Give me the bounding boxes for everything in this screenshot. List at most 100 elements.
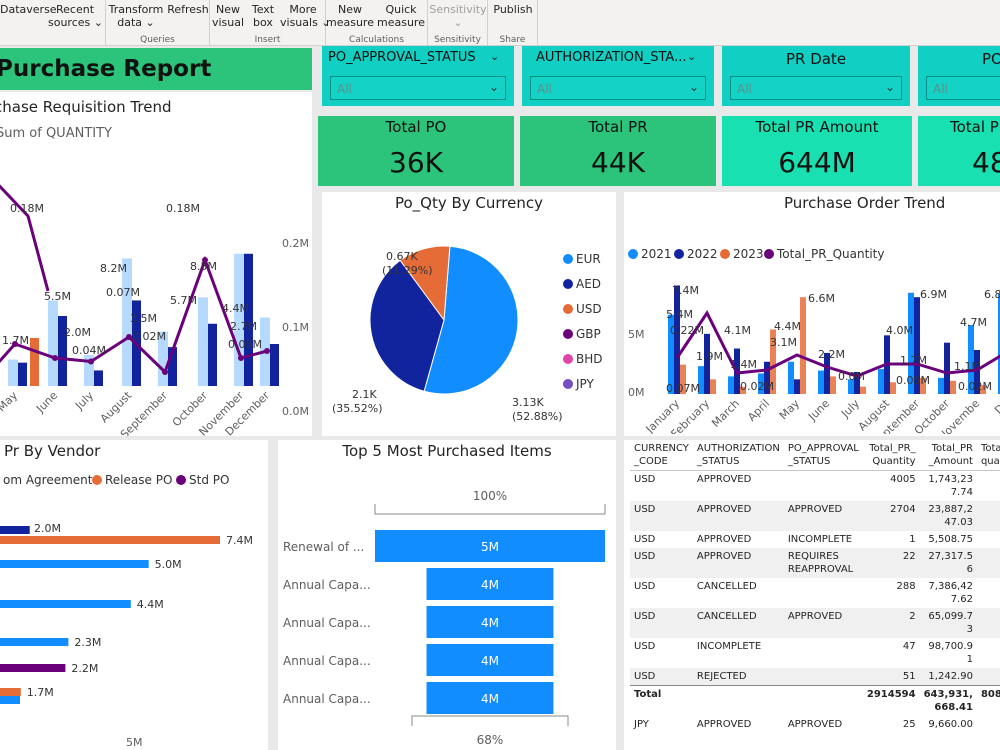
bar bbox=[950, 380, 956, 394]
top-items-card[interactable]: Top 5 Most Purchased Items 100% 5M Renewal… bbox=[278, 440, 616, 750]
ribbon-button[interactable]: Publish bbox=[493, 3, 533, 16]
table-cell: USD bbox=[634, 581, 656, 592]
slicer-dropdown[interactable]: All ⌄ bbox=[730, 76, 902, 100]
slicer-dropdown[interactable]: All ⌄ bbox=[530, 76, 706, 100]
legend-marker bbox=[563, 304, 573, 314]
line-point bbox=[12, 341, 18, 347]
data-label: 2.7M bbox=[230, 320, 257, 333]
table-row[interactable]: USD CANCELLED APPROVED 2 65,099.7 3 bbox=[630, 608, 1000, 638]
chevron-down-icon[interactable]: ⌄ bbox=[687, 50, 697, 63]
line-point bbox=[52, 355, 58, 361]
bar bbox=[974, 350, 980, 394]
legend-item: om Agreement bbox=[3, 473, 93, 487]
bar bbox=[270, 344, 279, 386]
table-row[interactable]: JPY APPROVED APPROVED 25 9,660.00 bbox=[630, 716, 1000, 733]
ribbon-button[interactable]: New measure bbox=[326, 3, 374, 29]
table-row[interactable]: USD APPROVED APPROVED 2704 23,887,2 47.03 bbox=[630, 501, 1000, 531]
slicer-po-approval-status[interactable]: PO_APPROVAL_STATUS ⌄ All ⌄ bbox=[322, 46, 514, 106]
bar bbox=[818, 370, 824, 394]
table-header-row[interactable]: CURRENCY _CODE AUTHORIZATION _STATUS PO_AP… bbox=[630, 440, 1000, 471]
table-cell: 9,660.00 bbox=[928, 719, 973, 730]
slicer-value: All bbox=[737, 82, 752, 96]
po-currency-pie: 3.13K(52.88%) 2.1K(35.52%) 0.67K(11.29%) EU… bbox=[332, 245, 603, 423]
table-row[interactable]: USD CANCELLED 288 7,386,42 7.62 bbox=[630, 578, 1000, 608]
legend-item: JPY bbox=[575, 377, 595, 391]
y-axis-title: Sum of QUANTITY bbox=[0, 126, 112, 141]
bar bbox=[0, 688, 21, 696]
table-cell: 65,099.7 3 bbox=[919, 608, 977, 638]
table-row[interactable]: USD APPROVED REQUIRES REAPPROVAL 22 27,317.5… bbox=[630, 548, 1000, 578]
pr-vendor-card[interactable]: Pr By Vendor om Agreement Release PO Std P… bbox=[0, 440, 268, 750]
legend-item: 2023 bbox=[733, 247, 764, 261]
slicer-po[interactable]: PO All bbox=[918, 46, 1000, 106]
tick-label: 0M bbox=[628, 386, 645, 399]
table-cell: REQUIRES REAPPROVAL bbox=[783, 548, 863, 578]
ribbon-button[interactable]: Quick measure bbox=[377, 3, 425, 29]
pr-trend-card[interactable]: chase Requisition Trend Sum of QUANTITY … bbox=[0, 92, 312, 436]
tick-label: De bbox=[992, 397, 1000, 417]
data-label: 4M bbox=[481, 578, 499, 592]
table-row[interactable]: USD REJECTED 51 1,242.90 bbox=[630, 668, 1000, 686]
bar bbox=[998, 294, 1000, 394]
data-label: 7.4M bbox=[672, 284, 699, 297]
ribbon-button[interactable]: Refresh bbox=[167, 3, 209, 16]
ribbon-button[interactable]: Text box bbox=[251, 3, 275, 29]
legend-marker bbox=[628, 249, 638, 259]
po-currency-card[interactable]: Po_Qty By Currency 3.13K (52.88%) 2.1K (35.… bbox=[322, 192, 616, 436]
bar bbox=[764, 361, 770, 394]
slicer-pr-date[interactable]: PR Date All ⌄ bbox=[722, 46, 910, 106]
ribbon-button[interactable]: Recent sources ⌄ bbox=[48, 3, 103, 29]
table-cell bbox=[783, 685, 863, 716]
legend-item: EUR bbox=[576, 252, 601, 266]
ribbon-button[interactable]: New visual bbox=[211, 3, 245, 29]
table-row[interactable]: USD INCOMPLETE 47 98,700.9 1 bbox=[630, 638, 1000, 668]
ribbon-button[interactable]: Sensitivity ⌄ bbox=[429, 3, 487, 29]
slicer-dropdown[interactable]: All bbox=[926, 76, 1000, 100]
ribbon-button[interactable]: More visuals ⌄ bbox=[280, 3, 331, 29]
ribbon-button[interactable]: Transform data ⌄ bbox=[108, 3, 164, 29]
slicer-dropdown[interactable]: All ⌄ bbox=[330, 76, 506, 100]
table-cell: APPROVED bbox=[783, 501, 863, 531]
table-row[interactable]: Total 2914594 643,931, 668.41 808 bbox=[630, 685, 1000, 716]
ribbon-button[interactable]: Dataverse bbox=[0, 3, 57, 16]
kpi-value: 36K bbox=[389, 146, 443, 179]
bar bbox=[168, 347, 177, 386]
line-point bbox=[126, 334, 132, 340]
funnel-percent: 68% bbox=[477, 733, 504, 747]
legend-item: Total_PR_Quantity bbox=[776, 247, 884, 261]
table-cell bbox=[784, 638, 863, 668]
table-row[interactable]: USD APPROVED 4005 1,743,23 7.74 bbox=[630, 471, 1000, 502]
chevron-down-icon[interactable]: ⌄ bbox=[490, 50, 500, 63]
slicer-label: AUTHORIZATION_STA... bbox=[536, 50, 687, 65]
table-cell: 1,242.90 bbox=[919, 668, 977, 686]
legend-item: 2022 bbox=[687, 247, 718, 261]
data-label: 0.02M bbox=[132, 330, 166, 343]
bar bbox=[920, 377, 926, 394]
slicer-authorization-status[interactable]: AUTHORIZATION_STA... ⌄ All ⌄ bbox=[522, 46, 714, 106]
data-label: 4M bbox=[481, 654, 499, 668]
series-line bbox=[675, 310, 1000, 378]
table-row[interactable]: USD APPROVED INCOMPLETE 1 5,508.75 bbox=[630, 531, 1000, 548]
bar bbox=[0, 664, 66, 672]
bar bbox=[18, 362, 27, 386]
report-canvas: Purchase Report PO_APPROVAL_STATUS ⌄ All… bbox=[0, 46, 1000, 750]
bar bbox=[698, 366, 704, 394]
bar bbox=[860, 386, 866, 394]
pr-table-card[interactable]: CURRENCY _CODE AUTHORIZATION _STATUS PO_AP… bbox=[624, 440, 1000, 750]
bar bbox=[426, 682, 554, 714]
category-label: Renewal of ... bbox=[283, 540, 364, 554]
bar bbox=[668, 314, 674, 394]
table-cell: 1,743,23 7.74 bbox=[928, 474, 973, 498]
data-label: 5.0M bbox=[155, 558, 182, 571]
legend-marker bbox=[764, 249, 774, 259]
data-label: 8.5M bbox=[190, 260, 217, 273]
table-cell: INCOMPLETE bbox=[696, 641, 762, 652]
pie-slice bbox=[399, 245, 451, 322]
data-label: 0.18M bbox=[10, 202, 44, 215]
bar bbox=[0, 600, 131, 608]
table-cell: INCOMPLETE bbox=[787, 534, 853, 545]
bar bbox=[740, 386, 746, 394]
po-trend-card[interactable]: Purchase Order Trend 2021 2022 2023 Total_P… bbox=[624, 192, 1000, 436]
pr-table[interactable]: CURRENCY _CODE AUTHORIZATION _STATUS PO_AP… bbox=[630, 440, 1000, 733]
visual-title: Po_Qty By Currency bbox=[394, 194, 544, 212]
